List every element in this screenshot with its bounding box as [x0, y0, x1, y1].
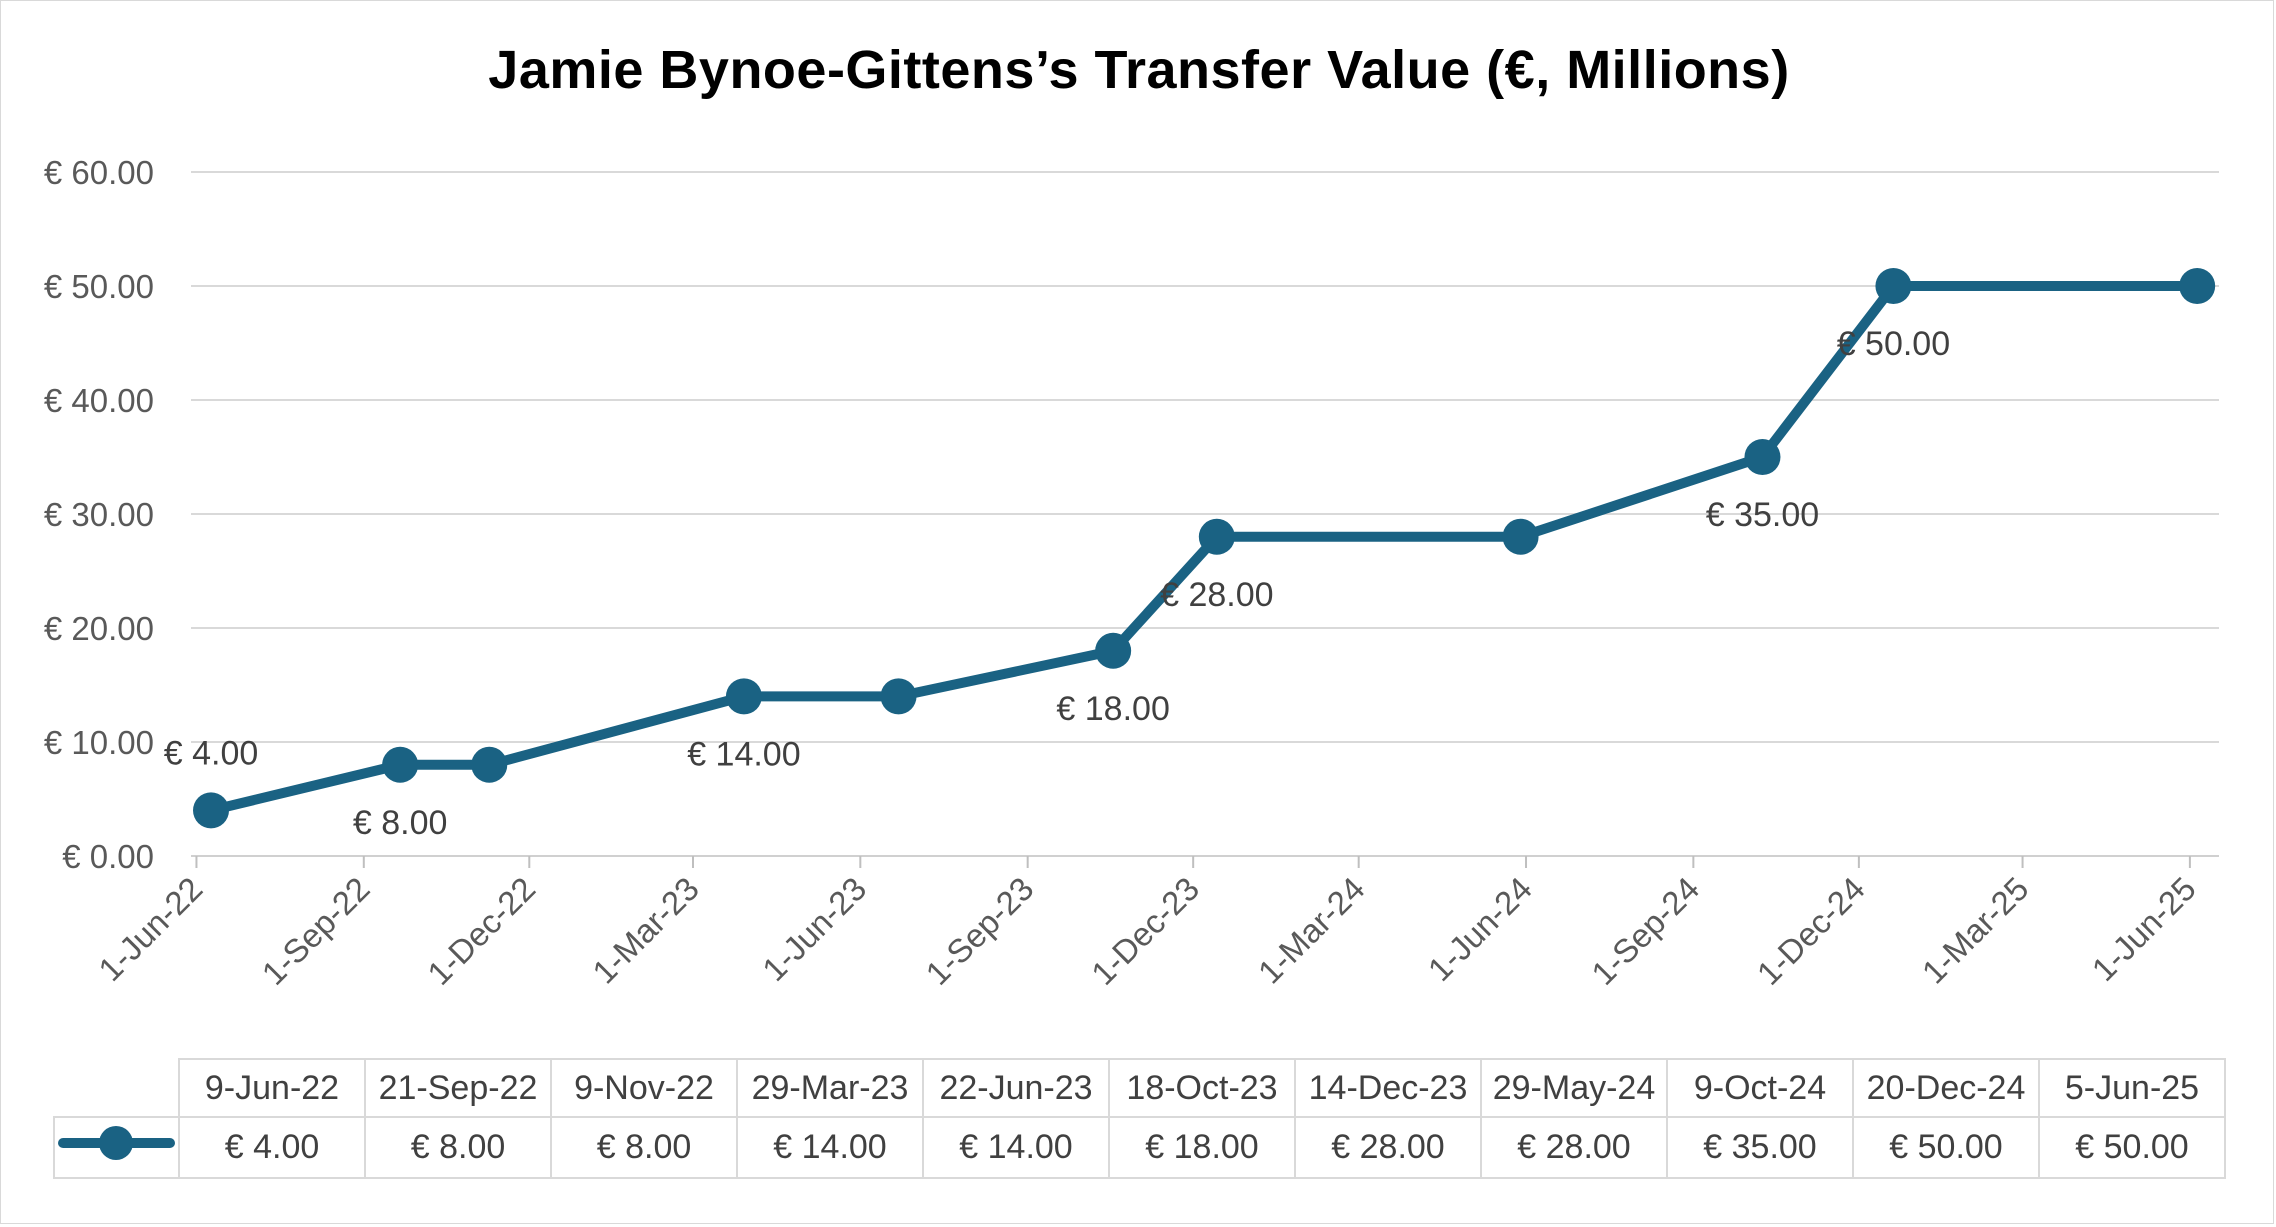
y-tick-label: € 50.00 [44, 268, 154, 305]
x-tick-label: 1-Sep-23 [918, 870, 1040, 992]
data-table-date-cell: 29-Mar-23 [736, 1058, 924, 1118]
data-table-corner [54, 1059, 180, 1118]
data-point-marker [1095, 632, 1132, 669]
data-table-date-cell: 22-Jun-23 [922, 1058, 1110, 1118]
data-point-marker [1875, 268, 1912, 304]
data-table-date-cell: 14-Dec-23 [1294, 1058, 1482, 1118]
data-table-value-row: € 4.00 € 8.00 € 8.00 € 14.00 € 14.00 € 18.00 €… [53, 1116, 2226, 1179]
data-point-marker [1198, 518, 1235, 555]
y-tick-label: € 40.00 [44, 382, 154, 419]
data-point-marker [471, 746, 508, 783]
x-tick-label: 1-Dec-22 [420, 870, 542, 992]
data-point-marker [725, 678, 762, 715]
x-tick-label: 1-Sep-22 [255, 870, 377, 992]
x-axis: 1-Jun-22 1-Sep-22 1-Dec-22 1-Mar-23 1-Jun-23… [91, 856, 2203, 992]
data-point-marker [880, 678, 917, 715]
data-point-marker [193, 792, 230, 829]
chart-title: Jamie Bynoe-Gittens’s Transfer Value (€,… [488, 40, 1790, 100]
x-tick-label: 1-Sep-24 [1584, 870, 1706, 992]
data-table-value-cell: € 14.00 [736, 1116, 924, 1179]
data-table-value-cell: € 8.00 [364, 1116, 552, 1179]
data-label: € 8.00 [353, 804, 448, 842]
data-table-date-cell: 20-Dec-24 [1852, 1058, 2040, 1118]
data-table-value-cell: € 35.00 [1666, 1116, 1854, 1179]
x-tick-label: 1-Mar-24 [1251, 870, 1372, 991]
legend-line-marker-icon [58, 1126, 175, 1160]
data-labels: € 4.00 € 8.00 € 14.00 € 18.00 € 28.00 € 35.00… [164, 325, 1950, 842]
series-transfer-value [193, 268, 2216, 829]
data-table-date-cell: 21-Sep-22 [364, 1058, 552, 1118]
data-point-marker [2179, 268, 2216, 304]
data-table-date-cell: 9-Jun-22 [178, 1058, 366, 1118]
data-table-date-cell: 9-Nov-22 [550, 1058, 738, 1118]
x-tick-label: 1-Jun-23 [755, 870, 873, 988]
data-table-value-cell: € 50.00 [2038, 1116, 2226, 1179]
x-tick-label: 1-Mar-25 [1915, 870, 2036, 991]
y-tick-label: € 30.00 [44, 496, 154, 533]
data-label: € 50.00 [1837, 325, 1950, 363]
data-table-date-cell: 9-Oct-24 [1666, 1058, 1854, 1118]
data-point-marker [382, 746, 419, 783]
data-label: € 35.00 [1706, 496, 1819, 534]
data-table-date-row: 9-Jun-22 21-Sep-22 9-Nov-22 29-Mar-23 22-Jun… [54, 1058, 2226, 1118]
data-table-date-cell: 18-Oct-23 [1108, 1058, 1296, 1118]
data-point-marker [1744, 439, 1781, 475]
y-tick-label: € 0.00 [62, 838, 154, 875]
x-tick-label: 1-Dec-24 [1750, 870, 1872, 992]
data-label: € 18.00 [1056, 690, 1169, 728]
data-table: 9-Jun-22 21-Sep-22 9-Nov-22 29-Mar-23 22-Jun… [53, 1058, 2226, 1179]
y-tick-label: € 10.00 [44, 724, 154, 761]
x-tick-label: 1-Jun-24 [1421, 870, 1539, 988]
data-table-value-cell: € 8.00 [550, 1116, 738, 1179]
legend-key [53, 1116, 180, 1179]
data-table-value-cell: € 28.00 [1480, 1116, 1668, 1179]
data-label: € 28.00 [1160, 576, 1273, 614]
y-axis: € 0.00 € 10.00 € 20.00 € 30.00 € 40.00 € 50.0… [44, 154, 154, 875]
y-tick-label: € 60.00 [44, 154, 154, 191]
data-table-date-cell: 5-Jun-25 [2038, 1058, 2226, 1118]
x-tick-label: 1-Jun-22 [91, 870, 209, 988]
data-table-value-cell: € 14.00 [922, 1116, 1110, 1179]
data-label: € 4.00 [164, 734, 259, 772]
x-tick-label: 1-Mar-23 [585, 870, 706, 991]
data-point-marker [1502, 518, 1539, 555]
data-table-date-cell: 29-May-24 [1480, 1058, 1668, 1118]
data-table-value-cell: € 28.00 [1294, 1116, 1482, 1179]
x-tick-label: 1-Jun-25 [2085, 870, 2203, 988]
data-label: € 14.00 [687, 735, 800, 773]
y-tick-label: € 20.00 [44, 610, 154, 647]
x-tick-label: 1-Dec-23 [1084, 870, 1206, 992]
data-table-value-cell: € 4.00 [178, 1116, 366, 1179]
data-table-value-cell: € 18.00 [1108, 1116, 1296, 1179]
data-table-value-cell: € 50.00 [1852, 1116, 2040, 1179]
